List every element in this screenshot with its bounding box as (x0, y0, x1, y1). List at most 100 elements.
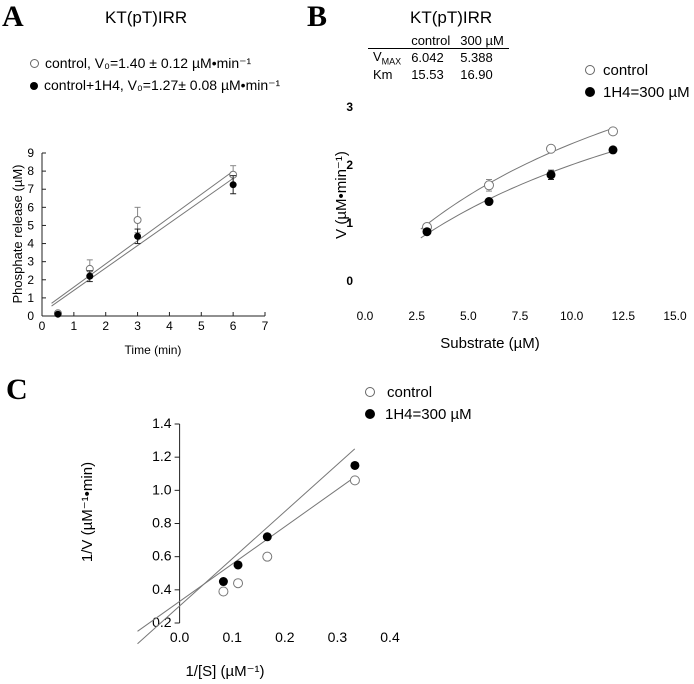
x-tick-label: 0.3 (328, 629, 348, 645)
table-cell: 6.042 (411, 50, 444, 66)
data-point-control (349, 475, 360, 486)
data-point-treatment (86, 272, 94, 280)
panel-b-title: KT(pT)IRR (410, 8, 493, 27)
filled-circle-marker-icon (365, 409, 375, 419)
fit-line (137, 476, 356, 632)
data-point-control (484, 180, 494, 191)
panel-a-legend-treat: control+1H4, V₀=1.27± 0.08 µM•min⁻¹ (30, 77, 280, 94)
table-cell: 5.388 (460, 50, 493, 66)
panel-a-legend-control: control, V₀=1.40 ± 0.12 µM•min⁻¹ (30, 55, 251, 72)
data-point-treatment (134, 232, 142, 240)
panel-c-legend-control: control (365, 384, 432, 401)
data-point-control (218, 586, 229, 597)
x-axis-title: 1/[S] (µM⁻¹) (185, 663, 264, 680)
x-axis-title: Substrate (µM) (440, 335, 540, 352)
x-tick-label: 0.2 (275, 629, 295, 645)
y-tick-label: 2 (27, 273, 34, 287)
chart-c: 0.20.40.60.81.01.21.40.0 0.1 0.2 0.3 0.41/[S… (79, 415, 400, 680)
data-point-treatment (262, 532, 272, 542)
fit-line (137, 448, 356, 645)
x-tick-label: 7 (262, 319, 269, 333)
table-cell: 16.90 (460, 66, 493, 82)
legend-label: 1H4=300 µM (603, 84, 690, 101)
data-point-treatment (422, 227, 432, 237)
legend-label: control (603, 62, 649, 79)
y-tick-label: 0 (346, 274, 353, 288)
table-header-row: control 300 µM (368, 33, 509, 49)
data-point-treatment (350, 460, 360, 470)
data-point-treatment (608, 145, 618, 155)
x-tick-label: 2.5 (408, 309, 425, 323)
filled-circle-marker-icon (30, 82, 38, 90)
y-tick-label: 2 (346, 158, 353, 172)
y-tick-label: 1 (346, 216, 353, 230)
x-tick-label: 0 (39, 319, 46, 333)
x-tick-label: 15.0 (663, 309, 687, 323)
panel-b-legend-control: control (585, 62, 648, 79)
data-point-control (233, 578, 244, 589)
legend-label: 1H4=300 µM (385, 406, 472, 423)
table-cell: Km (373, 66, 393, 82)
y-tick-label: 9 (27, 146, 34, 160)
panel-b-legend-treat: 1H4=300 µM (585, 84, 690, 101)
chart-b: 0 1 2 3 0.0 2.5 5.0 7.5 10.0 12.5 15.0 Substrate (µ… (333, 100, 687, 352)
y-tick-label: 0.8 (152, 515, 172, 531)
y-axis-title: Phosphate release (µM) (10, 164, 25, 303)
open-circle-marker-icon (585, 65, 595, 75)
data-point-treatment (484, 197, 494, 207)
y-tick-label: 5 (27, 218, 34, 232)
fit-line (420, 150, 614, 239)
fit-line (51, 177, 234, 307)
x-tick-label: 12.5 (612, 309, 636, 323)
y-tick-label: 6 (27, 200, 34, 214)
x-tick-label: 1 (71, 319, 78, 333)
open-circle-marker-icon (365, 387, 375, 397)
data-point-treatment (546, 170, 556, 180)
y-tick-label: 1.0 (152, 481, 172, 497)
panel-letter-b: B (307, 0, 328, 33)
table-header-cell: control (406, 33, 456, 49)
y-tick-label: 1.2 (152, 448, 172, 464)
x-tick-label: 0.0 (357, 309, 374, 323)
panel-a-title: KT(pT)IRR (105, 8, 188, 27)
data-point-treatment (229, 181, 237, 189)
data-point-control (546, 143, 556, 154)
x-tick-label: 4 (166, 319, 173, 333)
data-point-treatment (54, 310, 62, 318)
x-tick-label: 5 (198, 319, 205, 333)
table-cell: 15.53 (411, 66, 444, 82)
x-axis-title: Time (min) (125, 343, 182, 357)
y-tick-label: 1.4 (152, 415, 172, 431)
data-point-treatment (233, 560, 243, 570)
y-tick-label: 0 (27, 309, 34, 323)
y-tick-label: 0.6 (152, 548, 172, 564)
open-circle-marker-icon (30, 59, 39, 68)
legend-label: control, V₀=1.40 ± 0.12 µM•min⁻¹ (45, 55, 252, 71)
x-tick-label: 2 (102, 319, 109, 333)
y-tick-label: 3 (346, 100, 353, 114)
y-tick-label: 8 (27, 164, 34, 178)
y-axis-title: V (µM•min⁻¹) (333, 151, 350, 239)
data-point-control (133, 216, 142, 225)
x-tick-label: 5.0 (460, 309, 477, 323)
x-tick-label: 10.0 (560, 309, 584, 323)
data-point-control (608, 126, 618, 137)
table-row: Km 15.53 16.90 (368, 67, 509, 82)
table-cell: VMAX (373, 49, 402, 67)
x-tick-label: 0.0 (170, 629, 190, 645)
y-tick-label: 0.4 (152, 581, 172, 597)
table-header-cell: 300 µM (455, 33, 509, 49)
data-point-treatment (218, 577, 228, 587)
x-tick-label: 3 (134, 319, 141, 333)
table-header-cell (368, 33, 407, 49)
y-tick-label: 3 (27, 255, 34, 269)
x-tick-label: 0.4 (380, 629, 400, 645)
panel-letter-c: C (6, 373, 28, 406)
panel-letter-a: A (2, 0, 24, 33)
data-point-control (262, 551, 273, 562)
x-tick-label: 7.5 (512, 309, 529, 323)
x-tick-label: 0.1 (222, 629, 242, 645)
table-row: VMAX 6.042 5.388 (368, 49, 509, 67)
y-axis-title: 1/V (µM⁻¹•min) (79, 462, 96, 562)
